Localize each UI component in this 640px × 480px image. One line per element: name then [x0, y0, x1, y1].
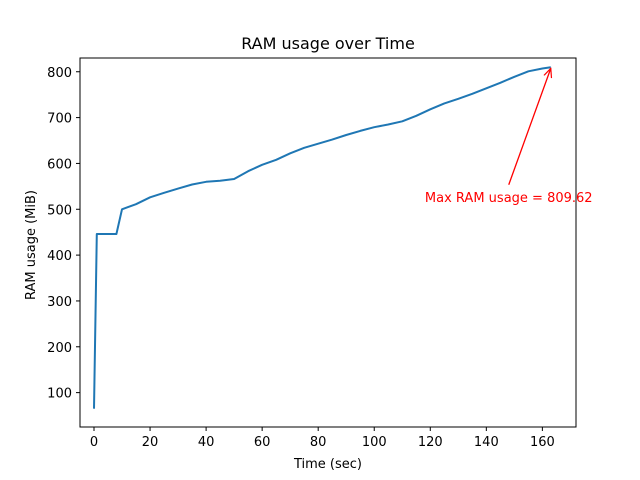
- y-tick-label: 300: [47, 295, 72, 310]
- y-tick-label: 500: [47, 203, 72, 218]
- annotation-layer: Max RAM usage = 809.62: [425, 68, 593, 206]
- y-tick-label: 200: [47, 341, 72, 356]
- x-tick-label: 60: [254, 435, 271, 450]
- x-tick-label: 100: [362, 435, 387, 450]
- chart-title: RAM usage over Time: [241, 34, 415, 53]
- y-axis-label: RAM usage (MiB): [24, 190, 39, 300]
- x-tick-label: 40: [198, 435, 215, 450]
- ram-usage-line: [93, 66, 551, 409]
- y-tick-label: 100: [47, 387, 72, 402]
- x-axis-ticks: 0 20 40 60 80 100 120 140 160: [90, 427, 555, 450]
- plot-area: [79, 57, 577, 428]
- y-tick-label: 400: [47, 249, 72, 264]
- x-tick-label: 140: [474, 435, 499, 450]
- x-tick-label: 20: [142, 435, 159, 450]
- y-tick-label: 800: [47, 66, 72, 81]
- x-tick-label: 120: [418, 435, 443, 450]
- series-layer: [93, 66, 551, 409]
- annotation-arrow: [508, 68, 551, 185]
- annotation-text: Max RAM usage = 809.62: [425, 191, 593, 206]
- x-axis-label: Time (sec): [293, 457, 362, 472]
- y-tick-label: 600: [47, 157, 72, 172]
- axes-frame: [79, 57, 577, 428]
- x-tick-label: 80: [310, 435, 327, 450]
- y-axis-ticks: 100 200 300 400 500 600 700 800: [47, 66, 80, 402]
- x-tick-label: 160: [530, 435, 555, 450]
- x-tick-label: 0: [90, 435, 98, 450]
- y-tick-label: 700: [47, 112, 72, 127]
